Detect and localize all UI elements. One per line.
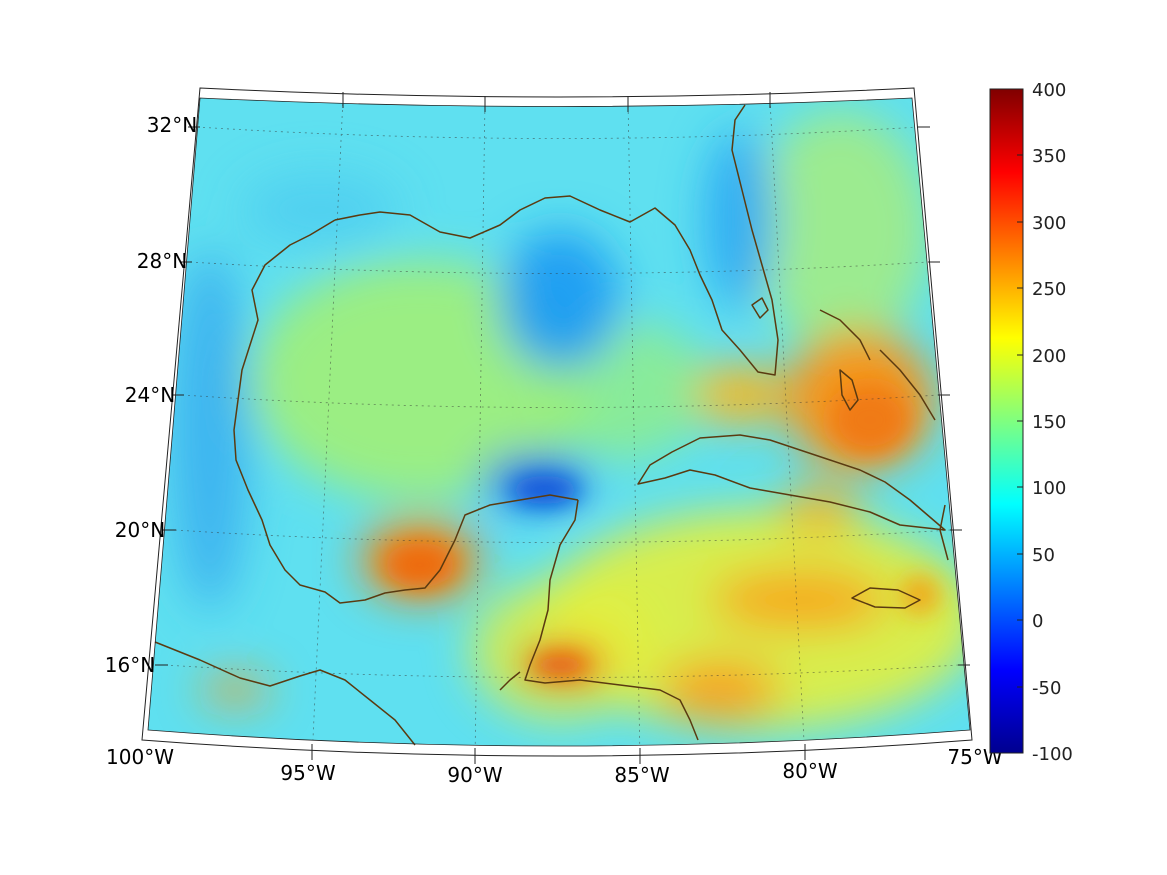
field-westcoast-low xyxy=(170,250,250,610)
lat-tick-label: 24°N xyxy=(125,383,175,407)
lon-tick-label: 85°W xyxy=(614,763,669,787)
coastline-bahamas-andros xyxy=(839,369,859,411)
lat-tick-labels: 16°N 20°N 24°N 28°N 32°N xyxy=(105,113,197,677)
colorbar-tick-label: 150 xyxy=(1032,412,1066,433)
frame-ticks xyxy=(155,92,970,764)
field-ne-gulf-low xyxy=(500,230,620,370)
colorbar-ticks xyxy=(1017,154,1023,688)
coastline-bahamas-east xyxy=(879,349,936,421)
colorbar-tick-label: 350 xyxy=(1032,146,1066,167)
lat-tick-label: 20°N xyxy=(115,518,165,542)
colorbar-tick-label: -50 xyxy=(1032,678,1061,699)
graticule xyxy=(164,98,959,746)
coastline-cuba xyxy=(637,434,946,531)
colorbar-tick-label: 50 xyxy=(1032,545,1055,566)
field-florida-low xyxy=(705,130,775,310)
coastline xyxy=(154,104,949,746)
lon-tick-label: 80°W xyxy=(782,759,837,783)
lat-tick-label: 32°N xyxy=(147,113,197,137)
colorbar-tick-label: 200 xyxy=(1032,346,1066,367)
coastline-pacific-ca xyxy=(499,671,521,691)
lat-tick-label: 16°N xyxy=(105,653,155,677)
lon-tick-label: 100°W xyxy=(106,745,174,769)
lat-tick-label: 28°N xyxy=(137,249,187,273)
lon-tick-label: 95°W xyxy=(280,761,335,785)
map-frame xyxy=(141,87,973,757)
coastline-hispaniola xyxy=(939,504,949,561)
coastline-lake-okeechobee xyxy=(751,297,769,319)
field-atlantic xyxy=(750,110,930,350)
coastline-jamaica xyxy=(851,587,921,609)
heatmap-field xyxy=(148,98,970,746)
colorbar-tick-label: 400 xyxy=(1032,80,1066,101)
lon-tick-labels: 100°W 95°W 90°W 85°W 80°W 75°W xyxy=(106,745,1003,787)
colorbar-tick-label: 300 xyxy=(1032,213,1066,234)
colorbar-tick-label: 0 xyxy=(1032,611,1043,632)
colorbar-tick-label: -100 xyxy=(1032,744,1073,765)
field-nw-low xyxy=(240,170,400,250)
coastline-texas-mexico xyxy=(233,219,579,604)
field-cuba-high xyxy=(780,485,860,535)
field-pacific-high xyxy=(200,676,270,704)
field-jamaica-high xyxy=(710,570,890,630)
lon-tick-label: 90°W xyxy=(447,763,502,787)
coastline-yucatan-central-america xyxy=(524,499,699,741)
coastline-bahamas-abaco xyxy=(819,309,871,361)
colorbar-tick-label: 250 xyxy=(1032,279,1066,300)
colorbar-tick-label: 100 xyxy=(1032,478,1066,499)
field-caribbean-se-high xyxy=(660,660,780,720)
colorbar: 400 350 300 250 200 150 100 50 0 -50 -10… xyxy=(989,80,1073,765)
field-straits-high xyxy=(695,365,785,425)
coastline-pacific xyxy=(154,641,416,746)
coastline-gulf-mainland xyxy=(334,104,779,376)
